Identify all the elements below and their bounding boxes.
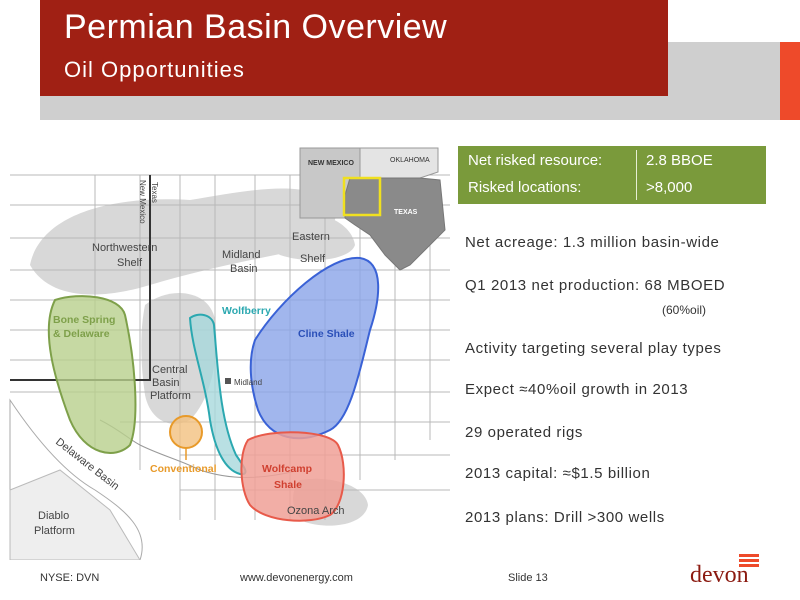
footer-slide-number: Slide 13 <box>508 572 548 584</box>
inset-label-ok: OKLAHOMA <box>390 157 430 164</box>
label-central-basin-3: Platform <box>150 390 191 402</box>
footer-ticker: NYSE: DVN <box>40 572 100 584</box>
footer-url: www.devonenergy.com <box>240 572 353 584</box>
production-oil-note: (60%oil) <box>662 303 707 317</box>
bullet-drill-plans: 2013 plans: Drill >300 wells <box>465 509 665 526</box>
header-gray-strip <box>40 96 668 120</box>
page-title: Permian Basin Overview <box>64 8 448 46</box>
label-wolfcamp-2: Shale <box>274 479 302 491</box>
header-orange-block <box>780 42 800 120</box>
cline-shale-play <box>249 256 380 440</box>
stat-value-locations: >8,000 <box>646 179 693 196</box>
label-bone-spring-1: Bone Spring <box>53 314 115 326</box>
diablo-platform-region <box>9 469 141 560</box>
devon-logo-mark <box>739 554 759 569</box>
bullet-net-acreage: Net acreage: 1.3 million basin-wide <box>465 234 720 251</box>
label-central-basin-2: Basin <box>152 377 180 389</box>
inset-ok <box>359 147 439 179</box>
label-diablo-2: Platform <box>34 525 75 537</box>
label-midland-basin-2: Basin <box>230 263 258 275</box>
midland-city-marker <box>225 378 231 384</box>
inset-map: NEW MEXICO OKLAHOMA TEXAS <box>299 147 446 271</box>
bullet-activity: Activity targeting several play types <box>465 340 722 357</box>
label-texas: Texas <box>150 182 159 203</box>
page-subtitle: Oil Opportunities <box>64 57 245 82</box>
label-nw-shelf-1: Northwestern <box>92 242 157 254</box>
inset-label-nm: NEW MEXICO <box>308 160 354 167</box>
wolfcamp-shale-play <box>240 431 345 522</box>
devon-logo: devon <box>690 562 749 588</box>
label-wolfcamp-1: Wolfcamp <box>262 463 312 475</box>
bullet-oil-growth: Expect ≈40%oil growth in 2013 <box>465 381 689 398</box>
inset-label-tx: TEXAS <box>394 209 418 216</box>
stat-value-resource: 2.8 BBOE <box>646 152 713 169</box>
bone-spring-play <box>47 295 137 454</box>
stat-label-locations: Risked locations: <box>468 179 582 196</box>
label-ozona-arch: Ozona Arch <box>287 505 344 517</box>
label-conventional: Conventional <box>150 463 217 475</box>
label-eastern-shelf-2: Shelf <box>300 253 326 265</box>
bullet-q1-production: Q1 2013 net production: 68 MBOED <box>465 277 726 294</box>
stat-label-resource: Net risked resource: <box>468 152 603 169</box>
header-gray-block <box>668 42 780 120</box>
bullet-capital: 2013 capital: ≈$1.5 billion <box>465 465 651 482</box>
label-cline-shale: Cline Shale <box>298 328 355 340</box>
label-diablo-1: Diablo <box>38 510 69 522</box>
label-new-mexico: New Mexico <box>138 180 147 224</box>
stats-divider <box>636 150 637 200</box>
label-eastern-shelf-1: Eastern <box>292 231 330 243</box>
bullet-rigs: 29 operated rigs <box>465 424 584 441</box>
label-central-basin-1: Central <box>152 364 187 376</box>
inset-tx <box>344 177 446 271</box>
resource-stats-box: Net risked resource: 2.8 BBOE Risked loc… <box>458 146 766 204</box>
inset-highlight-box <box>342 176 382 217</box>
eastern-shelf-region <box>265 211 355 261</box>
label-midland-basin-1: Midland <box>222 249 261 261</box>
label-wolfberry: Wolfberry <box>222 305 271 317</box>
label-bone-spring-2: & Delaware <box>53 328 110 340</box>
label-nw-shelf-2: Shelf <box>117 257 143 269</box>
label-midland-city: Midland <box>234 378 262 387</box>
northwestern-shelf-region <box>30 188 336 295</box>
permian-basin-map: New Mexico Texas Northwestern Shelf Midl… <box>9 147 450 560</box>
conventional-play <box>169 415 203 449</box>
